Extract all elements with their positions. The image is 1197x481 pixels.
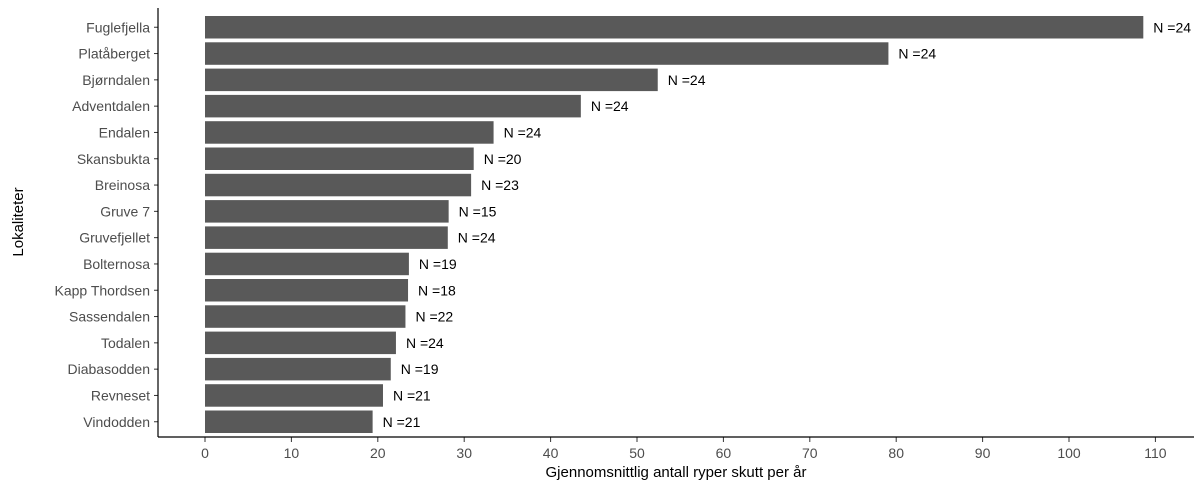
n-label-10: N =18 [418,282,456,298]
y-category-labels: Fuglefjella Platåberget Bjørndalen Adventda… [55,19,158,430]
n-label-9: N =19 [419,256,457,272]
n-label-11: N =22 [415,309,453,325]
bar-3 [205,94,581,118]
x-tick-label-11: 110 [1144,445,1167,461]
category-label-6: Breinosa [95,177,150,193]
bar-12 [205,331,396,355]
bar-0 [205,16,1144,39]
category-label-13: Diabasodden [67,361,150,377]
n-label-5: N =20 [484,151,522,167]
bar-13 [205,357,391,381]
n-label-6: N =23 [481,177,519,193]
x-tick-label-2: 20 [370,445,386,461]
bar-5 [205,147,474,170]
category-label-4: Endalen [99,124,150,140]
bar-15 [205,410,373,433]
x-tick-label-3: 30 [456,445,472,461]
x-tick-label-0: 0 [201,445,209,461]
bar-9 [205,252,409,276]
n-label-4: N =24 [504,124,542,140]
n-label-8: N =24 [458,230,496,246]
x-tick-label-8: 80 [888,445,904,461]
n-labels-group: N =24 N =24 N =24 N =24 N =24 N =20 N =23 N =15… [383,19,1192,430]
bar-2 [205,68,658,92]
category-label-11: Sassendalen [69,309,150,325]
n-label-3: N =24 [591,98,629,114]
bar-14 [205,384,383,407]
n-label-14: N =21 [393,387,431,403]
x-tick-label-5: 50 [629,445,645,461]
category-label-8: Gruvefjellet [79,230,150,246]
bar-1 [205,42,889,65]
n-label-12: N =24 [406,335,444,351]
n-label-13: N =19 [401,361,439,377]
bars-group [205,16,1144,433]
category-label-14: Revneset [91,387,150,403]
n-label-7: N =15 [459,203,497,219]
x-tick-label-9: 90 [975,445,991,461]
category-label-0: Fuglefjella [86,19,150,35]
x-ticks-group: 0 10 20 30 40 50 60 70 80 90 100 110 [201,437,1167,461]
y-axis-title: Lokaliteter [10,187,27,256]
n-label-0: N =24 [1153,19,1191,35]
category-label-15: Vindodden [83,414,150,430]
bar-6 [205,173,472,197]
category-label-12: Todalen [101,335,150,351]
x-tick-label-7: 70 [802,445,818,461]
n-label-1: N =24 [898,46,936,62]
category-label-3: Adventdalen [72,98,150,114]
bar-4 [205,121,494,144]
bar-8 [205,226,448,249]
category-label-7: Gruve 7 [100,203,150,219]
category-label-2: Bjørndalen [82,72,150,88]
x-tick-label-1: 10 [284,445,300,461]
category-label-9: Bolternosa [83,256,150,272]
n-label-2: N =24 [668,72,706,88]
bar-7 [205,200,449,223]
category-label-5: Skansbukta [77,151,150,167]
x-tick-label-4: 40 [543,445,559,461]
bar-11 [205,305,406,328]
x-tick-label-6: 60 [716,445,732,461]
category-label-1: Platåberget [78,46,150,62]
category-label-10: Kapp Thordsen [55,282,150,298]
x-tick-label-10: 100 [1057,445,1081,461]
bar-10 [205,279,409,302]
x-axis-title: Gjennomsnittlig antall ryper skutt per å… [546,464,807,481]
n-label-15: N =21 [383,414,421,430]
